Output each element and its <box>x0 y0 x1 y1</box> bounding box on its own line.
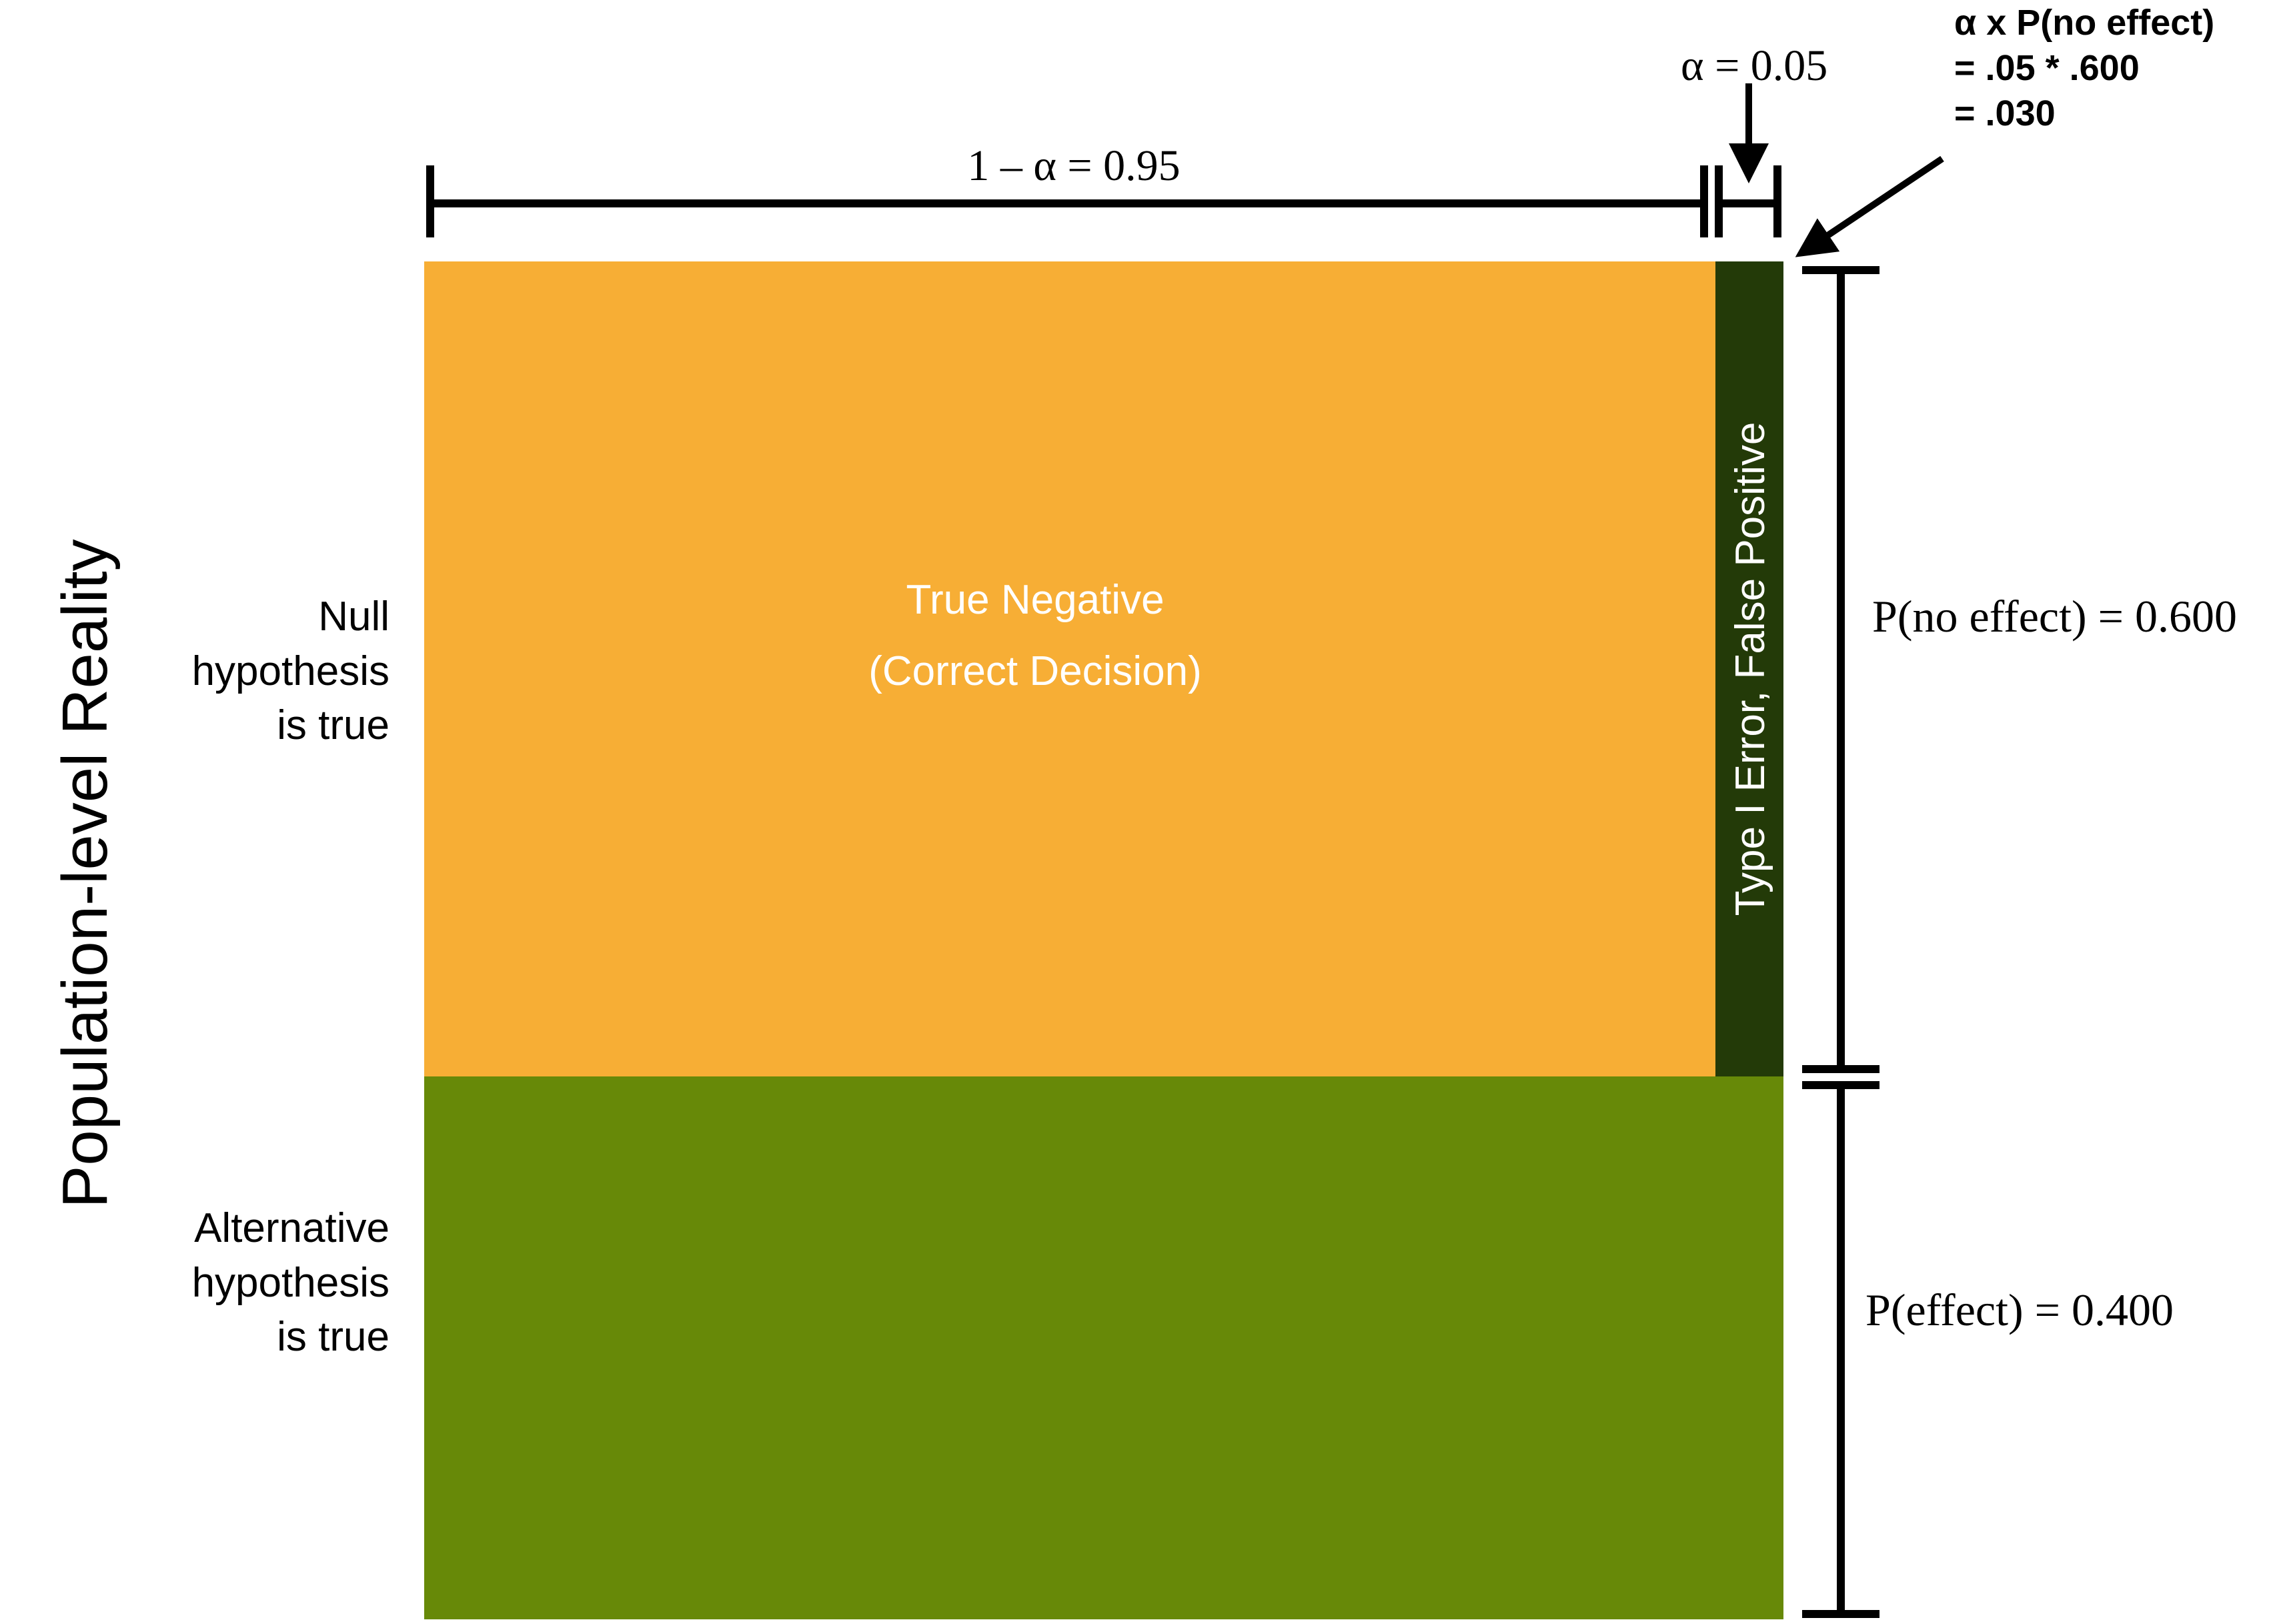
callout-line-2: = .05 * .600 <box>1954 48 2140 88</box>
p-no-effect-label: P(no effect) = 0.600 <box>1872 591 2237 642</box>
alpha-label: α = 0.05 <box>1681 41 1827 90</box>
alternative-true-region <box>424 1076 1783 1619</box>
one-minus-alpha-label: 1 – α = 0.95 <box>967 141 1180 190</box>
callout-line-1: α x P(no effect) <box>1954 3 2214 43</box>
alpha-bar <box>1715 165 1781 237</box>
null-label-line-2: hypothesis <box>192 648 390 694</box>
correct-decision-label: (Correct Decision) <box>868 648 1202 694</box>
callout-arrow <box>1795 155 1944 257</box>
callout-line-3: = .030 <box>1954 93 2056 133</box>
p-effect-label: P(effect) = 0.400 <box>1865 1285 2174 1335</box>
type-one-error-region <box>1715 261 1783 1076</box>
null-label-line-1: Null <box>318 594 390 640</box>
type-one-error-label: Type I Error, False Positive <box>1727 422 1773 916</box>
alt-label-line-2: hypothesis <box>192 1260 390 1306</box>
alt-label-line-3: is true <box>277 1314 390 1360</box>
true-negative-region <box>424 261 1715 1076</box>
p-no-effect-bar <box>1802 266 1879 1073</box>
true-negative-label: True Negative <box>906 577 1164 623</box>
alt-label-line-1: Alternative <box>194 1205 390 1251</box>
p-effect-bar <box>1802 1081 1879 1618</box>
one-minus-alpha-bar <box>426 165 1708 237</box>
null-label-line-3: is true <box>277 702 390 748</box>
alternative-hypothesis-row-label: Alternative hypothesis is true <box>192 1205 390 1360</box>
y-axis-title: Population-level Reality <box>49 539 121 1208</box>
null-hypothesis-row-label: Null hypothesis is true <box>192 594 390 748</box>
type-one-error-calculation: α x P(no effect) = .05 * .600 = .030 <box>1954 3 2214 133</box>
